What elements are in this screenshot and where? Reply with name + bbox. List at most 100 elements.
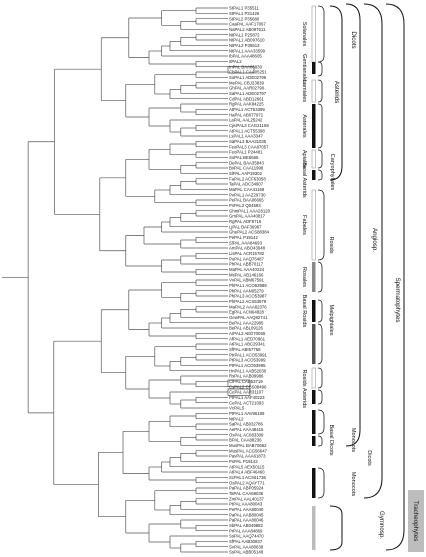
leaf-label: BePAL AAA22985 <box>229 320 264 325</box>
bracket-dicots <box>345 3 361 447</box>
leaf-label: CePAL ACT21093 <box>229 400 264 405</box>
label-spermatophytes: Spermatophytes <box>394 277 401 322</box>
leaf-label: LjPAL BAF36967 <box>229 224 262 229</box>
leaf-label: PavPAL AAA61873 <box>229 454 266 459</box>
label-angiosp: Angiosp. <box>371 228 378 252</box>
label-basal-rosids: Basal Rosids <box>301 295 307 328</box>
leaf-label: PhPAL3 ACO53987 <box>229 294 267 299</box>
label-rosids: Rosids <box>328 236 334 253</box>
label-asterids-2: Asterids <box>301 388 307 408</box>
clade-labels: Solanales Gentianales Lamiales Asterales… <box>301 22 372 497</box>
bracket-fabales <box>317 189 325 261</box>
group-labels: Asterids Dicots Angiosp. Spermatophytes … <box>333 31 419 541</box>
leaf-label: SbPAL AB049882 <box>229 523 264 528</box>
bracket-malpighiales <box>317 323 323 365</box>
label-basal-dicots: Basal Dicots <box>328 424 334 455</box>
leaf-label: PrPAL AAA84869 <box>229 528 263 533</box>
bracket-lamiales <box>317 79 323 103</box>
clade-bars <box>311 5 316 550</box>
label-asterales: Asterales <box>301 114 307 138</box>
leaf-label: PtPAL1 ACO53995 <box>229 363 266 368</box>
bracket-gentianales <box>317 61 323 77</box>
leaf-label: PhPAL1 ACO53989 <box>229 283 267 288</box>
label-fabales: Fabales <box>301 215 307 235</box>
bracket-rosids2 <box>317 367 323 389</box>
leaf-label: PtPAL3 ACO53999 <box>229 358 266 363</box>
leaf-label: MsPAL AB146166 <box>229 272 264 277</box>
leaf-label: MusPAL BAB70662 <box>229 443 267 448</box>
label-malpighiales: Malpighiales <box>328 304 334 335</box>
leaf-label: TaPAL CAA68036 <box>229 491 264 496</box>
leaf-label: FaPAL2 ACF63058 <box>229 176 266 181</box>
leaf-label: NtPAL2 <box>229 416 244 421</box>
leaf-label: SoPAL1 ADE02796 <box>229 75 267 80</box>
leaf-label: SfPAL AAB30837 <box>229 539 263 544</box>
leaf-label: ScPAL1 ACS61736 <box>229 475 267 480</box>
leaf-label: PePAL P19142 <box>229 235 259 240</box>
leaf-label: GhmPAL1 AAA28120 <box>229 208 271 213</box>
leaf-label: MusPAL ACG56647 <box>229 448 268 453</box>
bar-basal-rosids <box>312 300 316 322</box>
bar-asterids-2 <box>312 390 316 404</box>
leaf-label: CaaPAL AAF17067 <box>229 22 266 27</box>
leaf-label: LsPAL1 AAA3347 <box>229 134 263 139</box>
leaf-label: PhPAL2 ACS53979 <box>229 299 267 304</box>
leaf-label: SvPAL AAA80638 <box>229 544 264 549</box>
leaf-label: GhPAL AAR02790 <box>229 86 265 91</box>
leaf-label: PhPAL ABB70117 <box>229 262 264 267</box>
leaf-label: AtPAL4 ABF46460 <box>229 470 265 475</box>
bracket-spermatophytes <box>385 3 405 551</box>
tracheophytes-panel <box>408 490 424 552</box>
leaf-label: FeoPAL1 P24481 <box>229 150 263 155</box>
label-rosids-2: Rosids <box>301 369 307 386</box>
leaf-label: SaPAL3 BAA31035 <box>229 139 267 144</box>
bracket-monocots1 <box>317 409 325 435</box>
label-dicots: Dicots <box>350 31 357 48</box>
bracket-rosales <box>317 261 323 293</box>
leaf-label: RsPAL AAB09986 <box>229 374 264 379</box>
label-caryophyllales: Caryophyllales <box>329 154 335 191</box>
bracket-solanales <box>317 5 325 63</box>
leaf-label: TaPAL ADC34907 <box>229 182 264 187</box>
bracket-gymnosp <box>329 505 343 551</box>
leaf-label: BePAL ABL09126 <box>229 326 264 331</box>
highlight-box-vcpal5 <box>227 379 251 387</box>
leaf-label: AtPAL1 ABC29341 <box>229 342 266 347</box>
leaf-label: OsPAL2 AQAYT71 <box>229 480 265 485</box>
bar-apiales <box>311 149 316 169</box>
bracket-basal-rosids <box>317 299 323 323</box>
leaf-label: SlPAL AAA84693 <box>229 240 263 245</box>
leaf-label: PaPAL ABP05924 <box>229 486 264 491</box>
leaf-label: OsPAL AC083309 <box>229 432 264 437</box>
leaf-label: StPAL2 P35680 <box>229 16 260 21</box>
leaf-label: SlPAL AAP19302 <box>229 171 263 176</box>
label-solanales: Solanales <box>301 22 307 47</box>
leaf-label: PhPAL AAN05279 <box>229 288 264 293</box>
leaf-label: SsPAL AAQ74470 <box>229 534 264 539</box>
label-lamiales: Lamiales <box>301 80 307 103</box>
leaf-label: MaPAL2 AAA82376 <box>229 304 267 309</box>
bar-gentianales <box>312 62 316 74</box>
label-gymnosp: Gymnosp. <box>378 511 385 539</box>
leaf-label: SaPAL1 ADE02797 <box>229 91 267 96</box>
leaf-label: AePAL AAA48415 <box>229 427 264 432</box>
bar-dicots-basal <box>312 436 316 446</box>
leaf-label: LaPAL AAL25242 <box>229 118 263 123</box>
bar-monocots-2 <box>312 468 316 498</box>
leaf-label: PaPAL AAB80045 <box>229 512 264 517</box>
bracket-asterids2 <box>317 389 323 405</box>
leaf-label: HnPAL1 AAB52030 <box>229 368 267 373</box>
label-rosales: Rosales <box>301 267 307 287</box>
tree-branches <box>2 7 228 553</box>
leaf-label: AtPAL1 ACT55398 <box>229 128 265 133</box>
bar-solanales <box>311 5 316 63</box>
leaf-label: GewPAL AAQ82741 <box>229 315 268 320</box>
leaf-label: PtrPAL1 ACO53991 <box>229 352 268 357</box>
bracket-monocots2 <box>317 467 325 499</box>
bracket-angiosp <box>363 3 383 499</box>
leaf-label: MaPAL AAA40224 <box>229 267 265 272</box>
bracket-caryophyllales <box>317 169 323 181</box>
label-dicots-basal: Dicots <box>366 450 372 466</box>
bar-lamiales <box>311 79 316 103</box>
